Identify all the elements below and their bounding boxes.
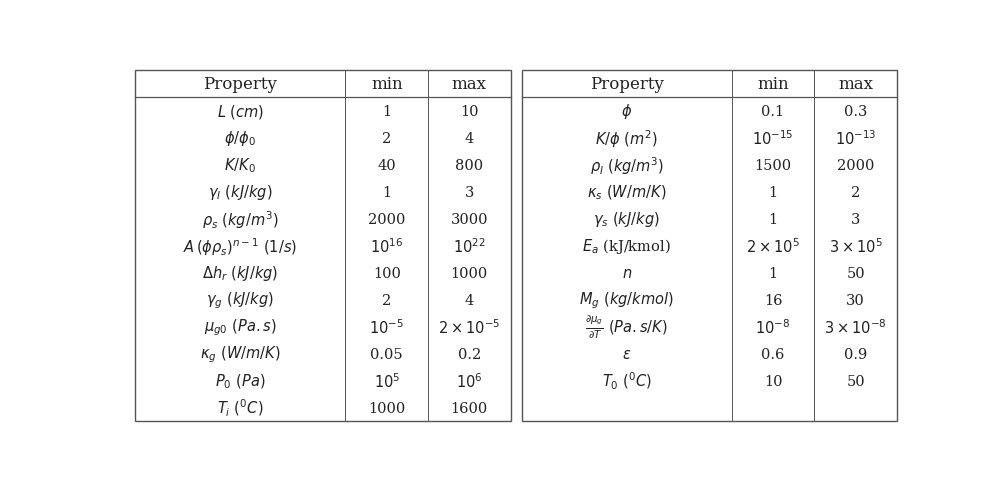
Text: $\gamma_s\ (kJ/kg)$: $\gamma_s\ (kJ/kg)$ — [593, 210, 660, 229]
Text: Property: Property — [590, 76, 664, 93]
Text: $T_i\ (^0C)$: $T_i\ (^0C)$ — [218, 397, 264, 419]
Text: 0.05: 0.05 — [371, 347, 403, 361]
Text: 3: 3 — [851, 212, 860, 227]
Text: $\kappa_g\ (W/m/K)$: $\kappa_g\ (W/m/K)$ — [200, 344, 281, 364]
Text: min: min — [371, 76, 403, 93]
Text: 2: 2 — [382, 132, 392, 146]
Text: 0.2: 0.2 — [458, 347, 481, 361]
Text: 1500: 1500 — [754, 158, 792, 172]
Text: max: max — [838, 76, 873, 93]
Text: 1: 1 — [768, 185, 777, 199]
Text: $\mu_{g0}\ (Pa.s)$: $\mu_{g0}\ (Pa.s)$ — [204, 317, 277, 337]
Text: 3000: 3000 — [450, 212, 488, 227]
Text: $\kappa_s\ (W/m/K)$: $\kappa_s\ (W/m/K)$ — [587, 183, 667, 201]
Text: 2000: 2000 — [837, 158, 874, 172]
Text: 2000: 2000 — [369, 212, 406, 227]
Text: 0.3: 0.3 — [844, 105, 867, 119]
Text: $3\times10^{-8}$: $3\times10^{-8}$ — [825, 318, 887, 336]
Text: $\Delta h_r\ (kJ/kg)$: $\Delta h_r\ (kJ/kg)$ — [202, 264, 279, 283]
Text: $3\times10^{5}$: $3\times10^{5}$ — [829, 237, 882, 256]
Text: 1: 1 — [768, 212, 777, 227]
Text: 10: 10 — [460, 105, 478, 119]
Bar — [135, 71, 511, 422]
Text: $A\,(\phi\rho_s)^{n-1}\ (1/s)$: $A\,(\phi\rho_s)^{n-1}\ (1/s)$ — [183, 235, 297, 257]
Text: 4: 4 — [464, 132, 474, 146]
Text: 2: 2 — [382, 293, 392, 307]
Text: 50: 50 — [846, 266, 865, 280]
Text: 0.6: 0.6 — [761, 347, 784, 361]
Text: Property: Property — [203, 76, 277, 93]
Text: $L\ (cm)$: $L\ (cm)$ — [217, 103, 264, 121]
Text: $10^{-8}$: $10^{-8}$ — [755, 318, 790, 336]
Text: 100: 100 — [373, 266, 401, 280]
Text: $\phi$: $\phi$ — [621, 102, 632, 121]
Text: $2\times10^{-5}$: $2\times10^{-5}$ — [438, 318, 500, 336]
Text: $10^{-13}$: $10^{-13}$ — [835, 129, 876, 148]
Text: $M_g\ (kg/kmol)$: $M_g\ (kg/kmol)$ — [579, 290, 674, 310]
Text: 1: 1 — [768, 266, 777, 280]
Text: 800: 800 — [455, 158, 483, 172]
Text: $P_0\ (Pa)$: $P_0\ (Pa)$ — [215, 372, 266, 390]
Text: $\rho_s\ (kg/m^3)$: $\rho_s\ (kg/m^3)$ — [202, 209, 279, 230]
Bar — [522, 71, 897, 422]
Text: 0.1: 0.1 — [761, 105, 784, 119]
Text: 50: 50 — [846, 374, 865, 388]
Text: $E_a$ (kJ/kmol): $E_a$ (kJ/kmol) — [582, 237, 671, 256]
Text: 1000: 1000 — [369, 401, 406, 415]
Text: $T_0\ (^0C)$: $T_0\ (^0C)$ — [601, 370, 652, 392]
Text: 30: 30 — [846, 293, 865, 307]
Text: min: min — [757, 76, 788, 93]
Text: $\frac{\partial\mu_g}{\partial T}\ (Pa.s/K)$: $\frac{\partial\mu_g}{\partial T}\ (Pa.s… — [585, 314, 668, 341]
Text: 10: 10 — [763, 374, 782, 388]
Text: $10^{6}$: $10^{6}$ — [456, 372, 482, 391]
Text: 3: 3 — [464, 185, 474, 199]
Text: max: max — [452, 76, 486, 93]
Text: $\rho_I\ (kg/m^3)$: $\rho_I\ (kg/m^3)$ — [589, 154, 664, 176]
Text: $10^{5}$: $10^{5}$ — [374, 372, 400, 391]
Text: 16: 16 — [763, 293, 782, 307]
Text: 1000: 1000 — [451, 266, 488, 280]
Text: $\gamma_I\ (kJ/kg)$: $\gamma_I\ (kJ/kg)$ — [208, 183, 273, 202]
Text: $10^{-5}$: $10^{-5}$ — [370, 318, 404, 336]
Text: $n$: $n$ — [621, 266, 631, 280]
Text: 1: 1 — [383, 105, 392, 119]
Text: 0.9: 0.9 — [844, 347, 867, 361]
Text: $10^{22}$: $10^{22}$ — [453, 237, 485, 256]
Text: 1: 1 — [383, 185, 392, 199]
Text: $10^{-15}$: $10^{-15}$ — [752, 129, 794, 148]
Text: $10^{16}$: $10^{16}$ — [371, 237, 404, 256]
Text: 1600: 1600 — [451, 401, 488, 415]
Text: $2\times10^{5}$: $2\times10^{5}$ — [746, 237, 800, 256]
Text: 2: 2 — [851, 185, 860, 199]
Text: $K/\phi\ (m^2)$: $K/\phi\ (m^2)$ — [595, 128, 659, 150]
Text: $\epsilon$: $\epsilon$ — [622, 347, 631, 361]
Text: $K/K_0$: $K/K_0$ — [225, 156, 256, 175]
Text: $\gamma_g\ (kJ/kg)$: $\gamma_g\ (kJ/kg)$ — [206, 290, 274, 310]
Text: 40: 40 — [378, 158, 396, 172]
Text: $\phi/\phi_0$: $\phi/\phi_0$ — [225, 129, 257, 148]
Text: 4: 4 — [464, 293, 474, 307]
